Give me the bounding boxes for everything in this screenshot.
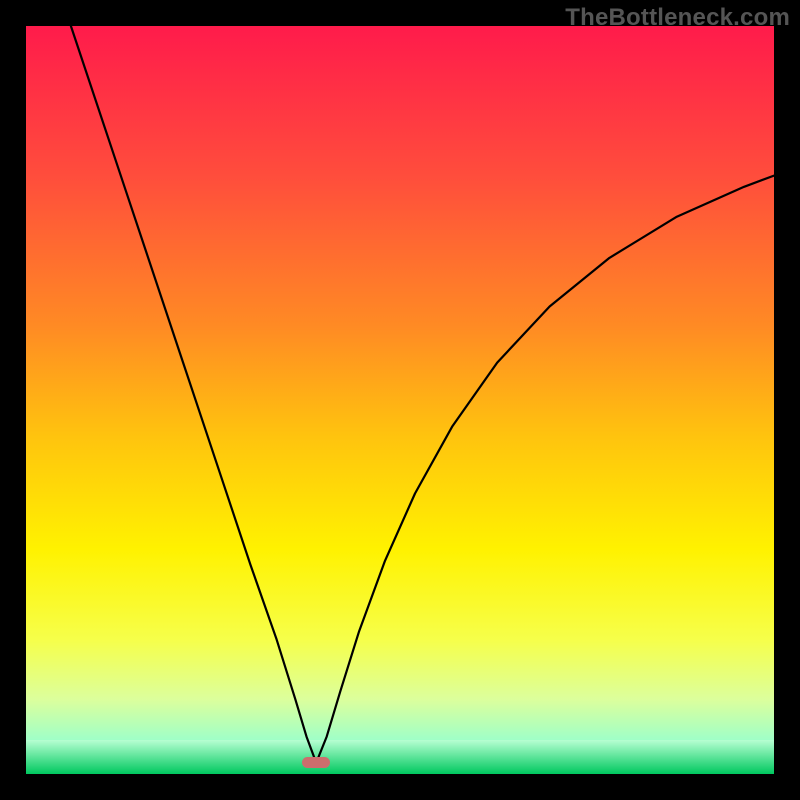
plot-area xyxy=(26,26,774,774)
sweet-spot-marker xyxy=(302,757,330,768)
chart-frame: TheBottleneck.com xyxy=(0,0,800,800)
watermark-text: TheBottleneck.com xyxy=(565,4,790,32)
bottleneck-curve xyxy=(26,26,774,774)
curve-path xyxy=(71,26,774,763)
